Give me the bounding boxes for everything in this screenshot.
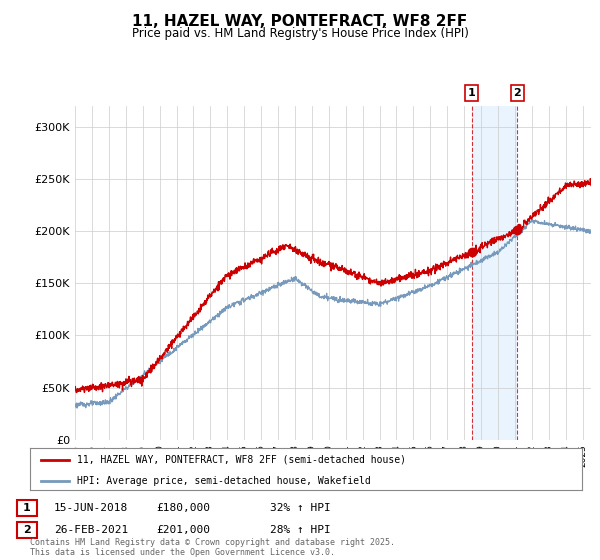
- Text: 26-FEB-2021: 26-FEB-2021: [54, 525, 128, 535]
- Text: Contains HM Land Registry data © Crown copyright and database right 2025.
This d: Contains HM Land Registry data © Crown c…: [30, 538, 395, 557]
- Text: 32% ↑ HPI: 32% ↑ HPI: [270, 503, 331, 513]
- Text: 28% ↑ HPI: 28% ↑ HPI: [270, 525, 331, 535]
- Bar: [472, 106, 517, 440]
- Text: HPI: Average price, semi-detached house, Wakefield: HPI: Average price, semi-detached house,…: [77, 476, 371, 486]
- Text: 2: 2: [23, 525, 31, 535]
- Text: 11, HAZEL WAY, PONTEFRACT, WF8 2FF: 11, HAZEL WAY, PONTEFRACT, WF8 2FF: [133, 14, 467, 29]
- Text: Price paid vs. HM Land Registry's House Price Index (HPI): Price paid vs. HM Land Registry's House …: [131, 27, 469, 40]
- Text: £201,000: £201,000: [156, 525, 210, 535]
- Text: 1: 1: [468, 88, 476, 98]
- Text: 15-JUN-2018: 15-JUN-2018: [54, 503, 128, 513]
- Text: 2: 2: [514, 88, 521, 98]
- Text: 1: 1: [23, 503, 31, 513]
- Text: £180,000: £180,000: [156, 503, 210, 513]
- Text: 11, HAZEL WAY, PONTEFRACT, WF8 2FF (semi-detached house): 11, HAZEL WAY, PONTEFRACT, WF8 2FF (semi…: [77, 455, 406, 465]
